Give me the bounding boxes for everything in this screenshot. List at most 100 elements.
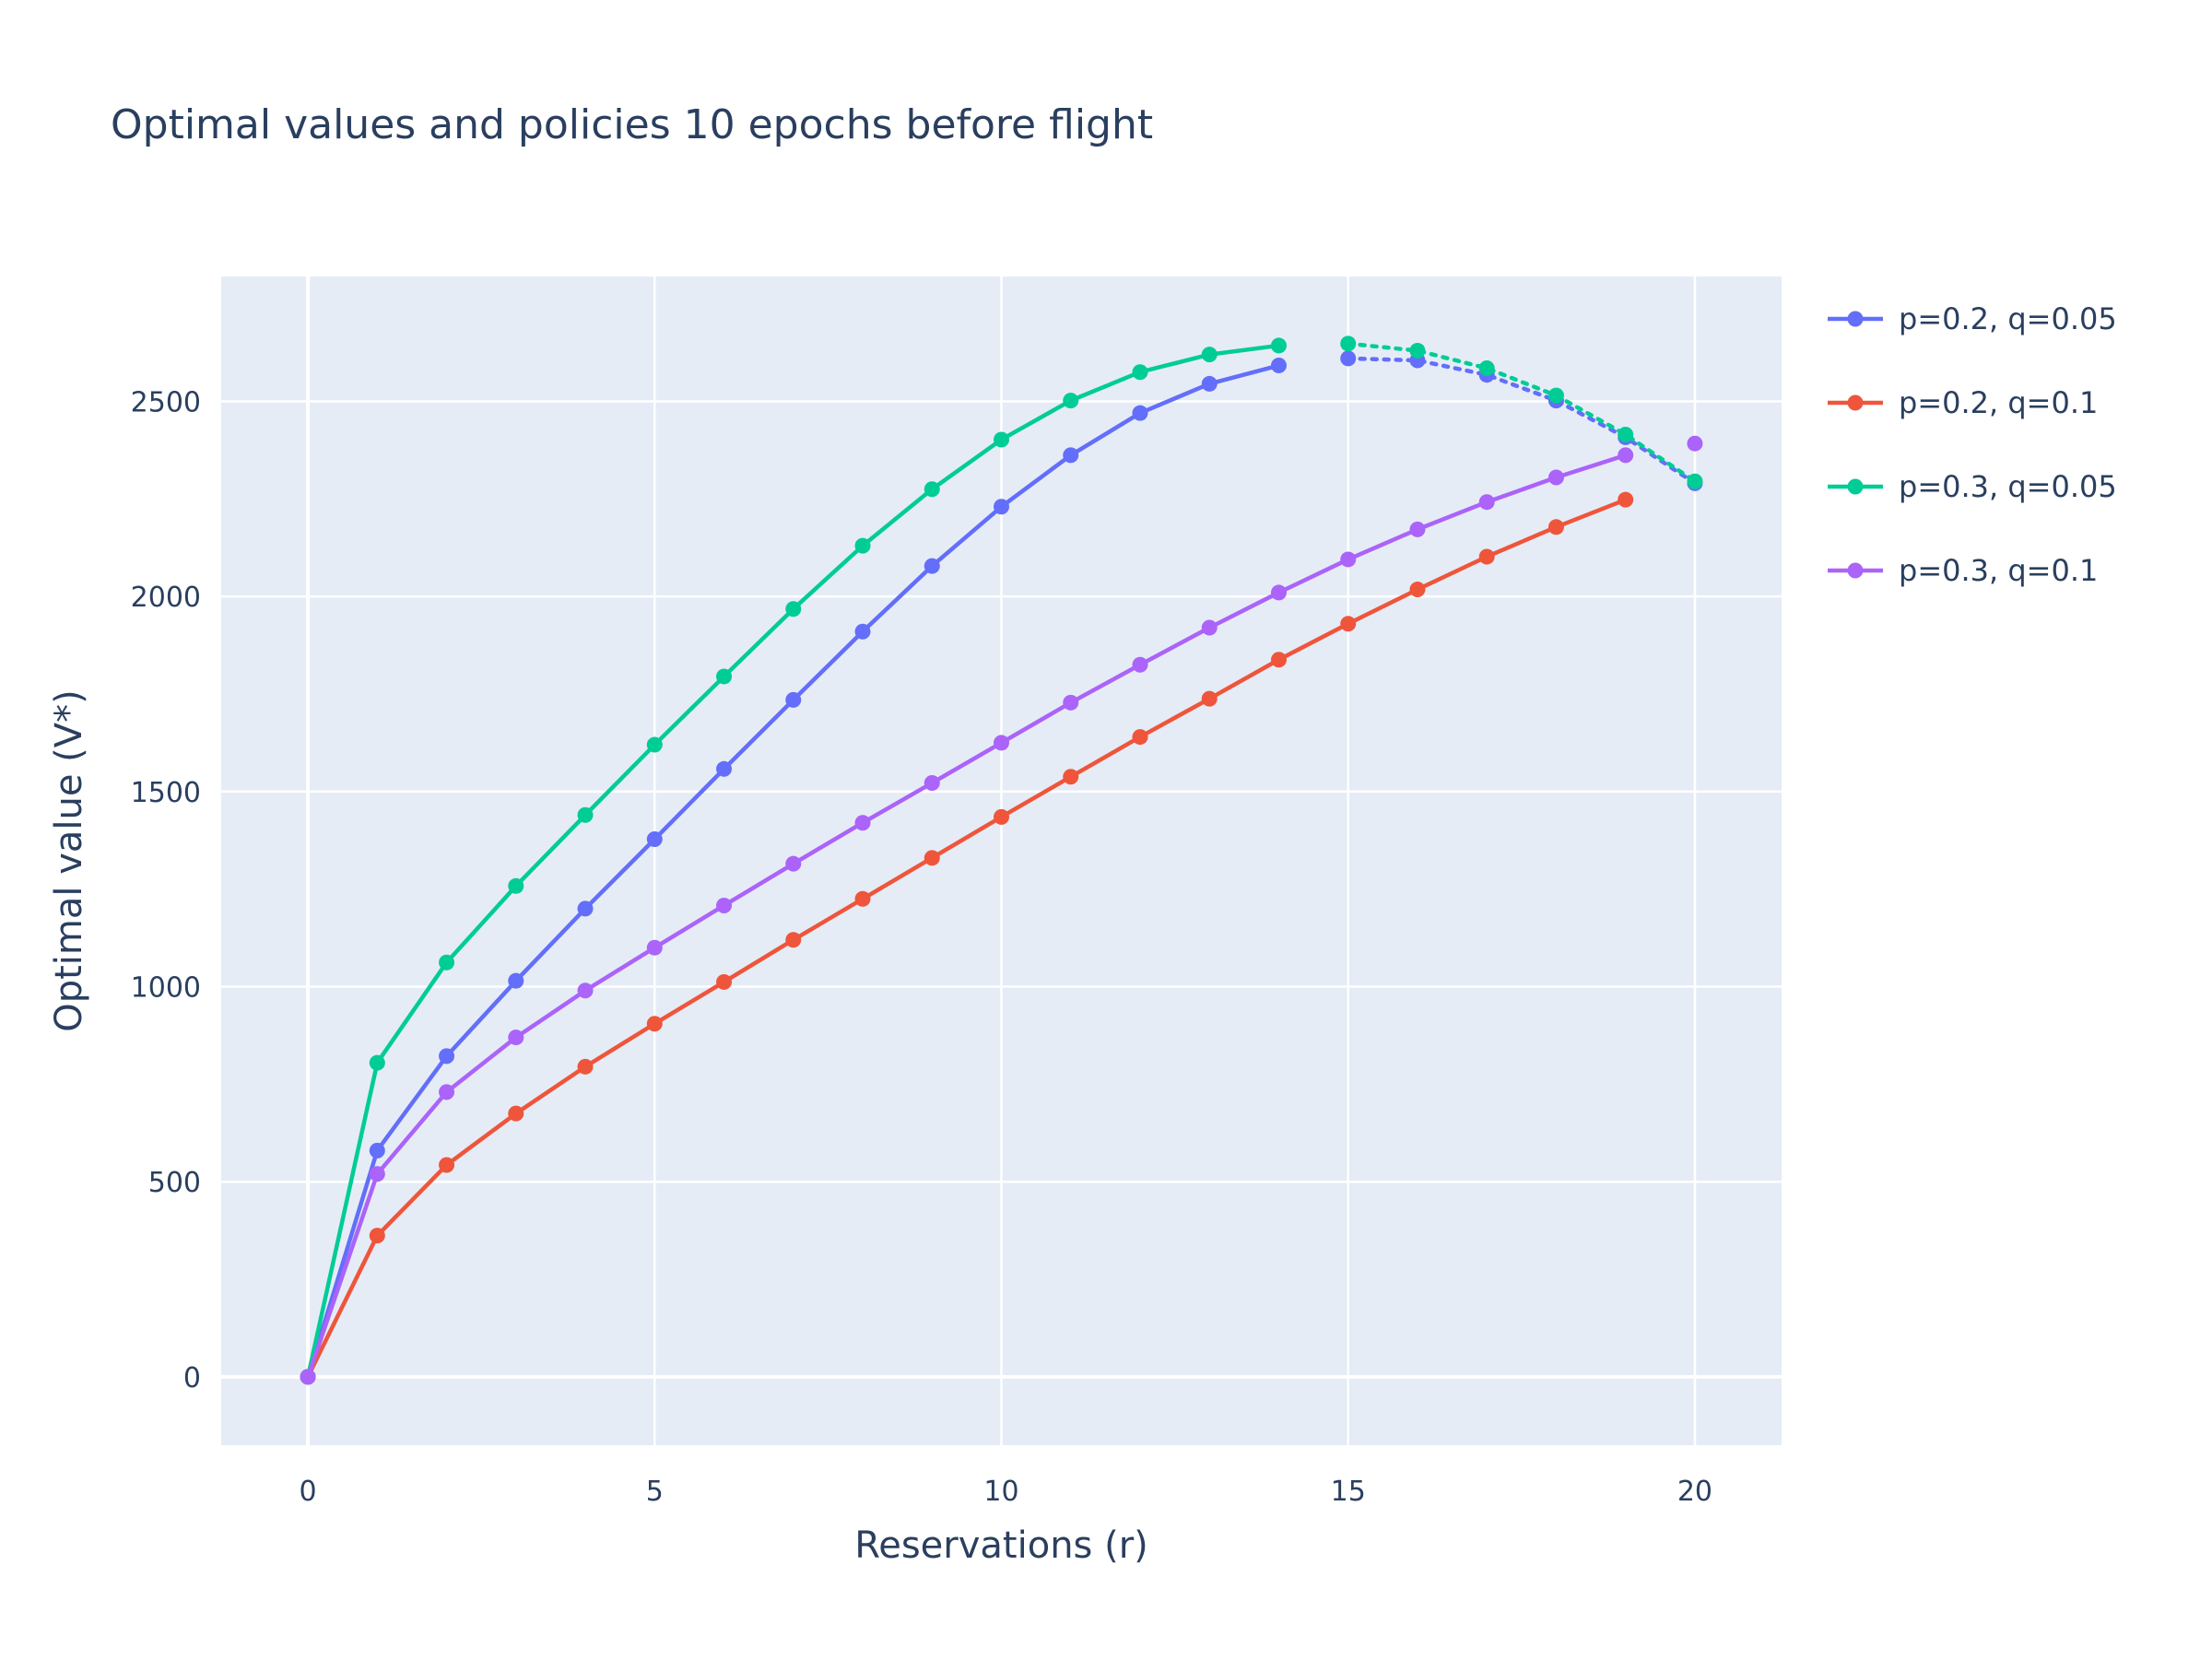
data-point [1547,469,1564,486]
data-point [1270,358,1287,374]
x-tick-label: 20 [1677,1476,1712,1508]
legend-swatch-marker [1847,394,1864,411]
data-point [994,431,1009,448]
x-axis-title: Reservations (r) [854,1524,1148,1567]
data-point [716,897,733,913]
data-point [1478,359,1495,376]
series-line [306,498,1627,1378]
data-point [439,1157,455,1173]
data-point [1201,375,1218,392]
data-point [1132,729,1148,746]
data-point [577,982,594,999]
data-point [508,1105,524,1122]
data-point [369,1166,385,1182]
data-point [1687,473,1703,489]
legend-label: p=0.3, q=0.1 [1899,553,2098,588]
series-layer [300,335,1703,1385]
data-point [1409,342,1426,359]
data-point [508,1030,524,1046]
data-point [924,558,940,574]
data-point [1063,769,1079,785]
legend-swatch-marker [1847,478,1864,495]
series-4 [300,435,1703,1385]
data-point [1409,521,1426,537]
data-point [854,623,871,640]
data-point [646,939,663,956]
data-point [439,1048,455,1065]
x-tick-label: 10 [983,1476,1018,1508]
data-point [854,890,871,907]
data-point [1340,551,1357,568]
data-point [1201,347,1218,363]
data-point [1270,652,1287,668]
y-axis-ticks: 0 500 1000 1500 2000 2500 [131,386,201,1394]
data-point [854,815,871,831]
y-tick-label: 2000 [131,582,201,614]
data-point [1270,337,1287,354]
data-point [1132,364,1148,381]
data-point [1478,548,1495,565]
data-point [369,1228,385,1244]
y-tick-label: 0 [183,1362,201,1394]
y-tick-label: 1500 [131,777,201,809]
legend-label: p=0.2, q=0.1 [1899,385,2098,420]
series-line-dotted [1346,341,1698,484]
data-point [369,1142,385,1159]
series-line [305,453,1627,1378]
data-point [577,806,594,823]
data-point [1063,694,1079,711]
legend-label: p=0.2, q=0.05 [1899,301,2117,336]
data-point [1618,426,1634,442]
data-point [1340,350,1357,367]
legend-swatch-marker [1847,311,1864,327]
data-point [1478,494,1495,511]
legend-item[interactable]: p=0.2, q=0.05 [1828,301,2117,336]
gridlines [221,276,1782,1445]
data-point [1063,393,1079,409]
data-point [439,954,455,971]
legend-label: p=0.3, q=0.05 [1899,469,2117,504]
data-point [577,1058,594,1075]
data-point [1340,616,1357,632]
y-tick-label: 500 [148,1167,201,1199]
data-point [1063,447,1079,464]
x-tick-label: 15 [1331,1476,1366,1508]
data-point [924,850,940,866]
chart-title: Optimal values and policies 10 epochs be… [111,101,1153,148]
data-point [369,1054,385,1071]
legend-swatch-marker [1847,562,1864,579]
data-point [854,537,871,554]
data-point [785,691,802,708]
data-point [1132,405,1148,421]
data-point [300,1369,316,1385]
data-point [716,973,733,990]
data-point [439,1084,455,1100]
data-point [508,972,524,989]
data-point [716,668,733,685]
data-point [1618,447,1634,464]
data-point [1547,519,1564,535]
data-point [646,831,663,848]
data-point [1618,491,1634,508]
data-point [924,481,940,498]
legend-item[interactable]: p=0.3, q=0.05 [1828,469,2117,504]
y-tick-label: 2500 [131,386,201,418]
data-point [1687,435,1703,452]
x-tick-label: 0 [300,1476,317,1508]
data-point [646,736,663,753]
legend-item[interactable]: p=0.2, q=0.1 [1828,385,2098,420]
data-point [508,877,524,894]
legend[interactable]: p=0.2, q=0.05 p=0.2, q=0.1 p=0.3, q=0.05 p=… [1828,301,2117,588]
data-point [577,900,594,917]
data-point [994,808,1009,825]
data-point [646,1016,663,1032]
data-point [1270,584,1287,601]
data-point [785,855,802,872]
y-axis-title: Optimal value (V*) [48,689,90,1032]
data-point [994,499,1009,515]
legend-item[interactable]: p=0.3, q=0.1 [1828,553,2098,588]
x-tick-label: 5 [646,1476,664,1508]
data-point [716,760,733,777]
data-point [1132,656,1148,673]
